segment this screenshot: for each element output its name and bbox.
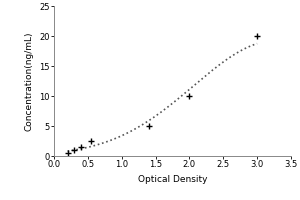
X-axis label: Optical Density: Optical Density: [138, 175, 207, 184]
Y-axis label: Concentration(ng/mL): Concentration(ng/mL): [25, 31, 34, 131]
